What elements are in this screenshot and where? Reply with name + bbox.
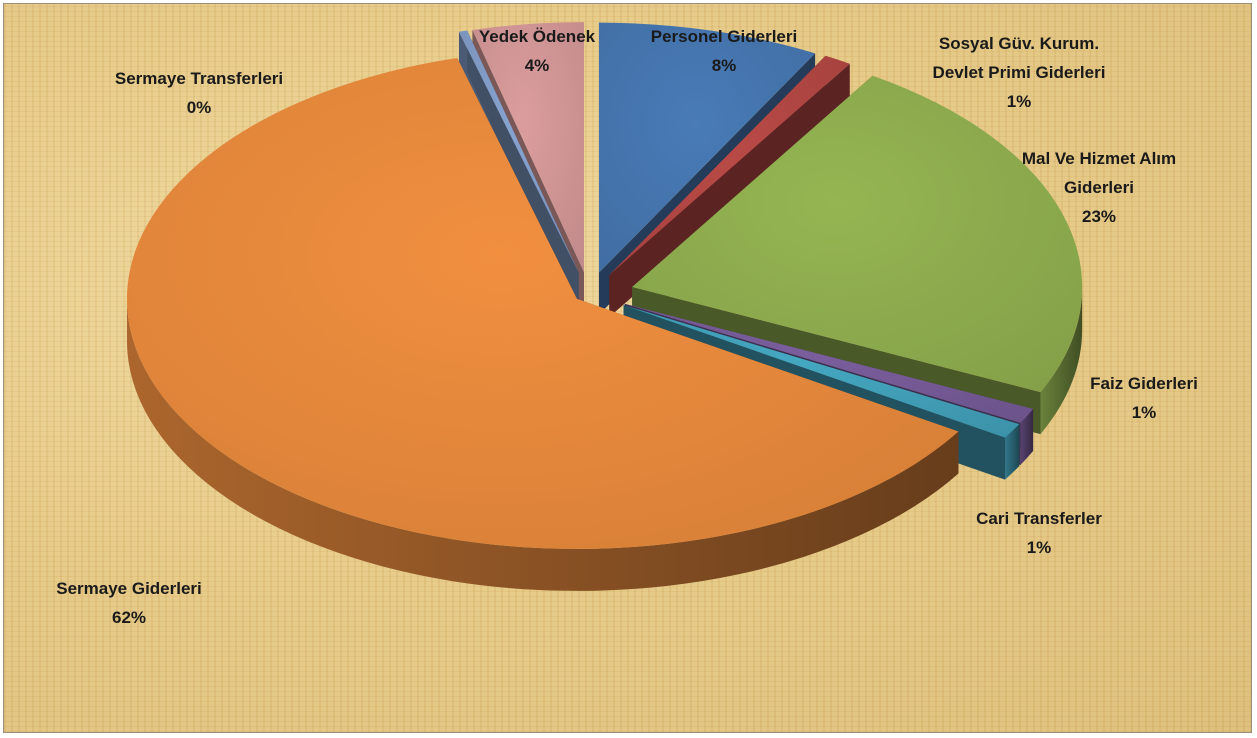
label-yedek-odenek: Yedek Ödenek 4% [479, 27, 596, 75]
slice-top [458, 30, 579, 273]
label-mal-ve-hizmet-alim-giderleri: Mal Ve Hizmet Alım Giderleri 23% [1022, 149, 1176, 226]
label-sosyal-guv-kurum-devlet-primi-giderleri: Sosyal Güv. Kurum. Devlet Primi Giderleri… [933, 34, 1106, 111]
slice-side [126, 298, 959, 591]
slice-top [126, 57, 959, 549]
slice-top [609, 55, 850, 276]
label-sermaye-transferleri: Sermaye Transferleri 0% [115, 69, 283, 117]
slice-top [598, 22, 816, 273]
slice-wall [609, 63, 850, 318]
slice-top [624, 303, 1034, 423]
chart-area: Personel Giderleri 8% Sosyal Güv. Kurum. De… [3, 3, 1252, 733]
label-cari-transferler: Cari Transferler 1% [976, 509, 1102, 557]
slice-side [1020, 408, 1034, 465]
pie-chart: Personel Giderleri 8% Sosyal Güv. Kurum. De… [56, 22, 1198, 627]
slice-side [1040, 287, 1083, 435]
slice-top [472, 22, 585, 273]
pie-slice-sosyal-guv-kurum-devlet-primi-giderleri [609, 55, 850, 318]
label-sermaye-giderleri: Sermaye Giderleri 62% [56, 579, 202, 627]
slice-top [632, 75, 1083, 393]
label-faiz-giderleri: Faiz Giderleri 1% [1090, 374, 1198, 422]
pie-slice-sermaye-giderleri [126, 57, 959, 591]
label-personel-giderleri: Personel Giderleri 8% [651, 27, 797, 75]
slice-top [623, 305, 1020, 438]
slice-side [1005, 424, 1020, 480]
